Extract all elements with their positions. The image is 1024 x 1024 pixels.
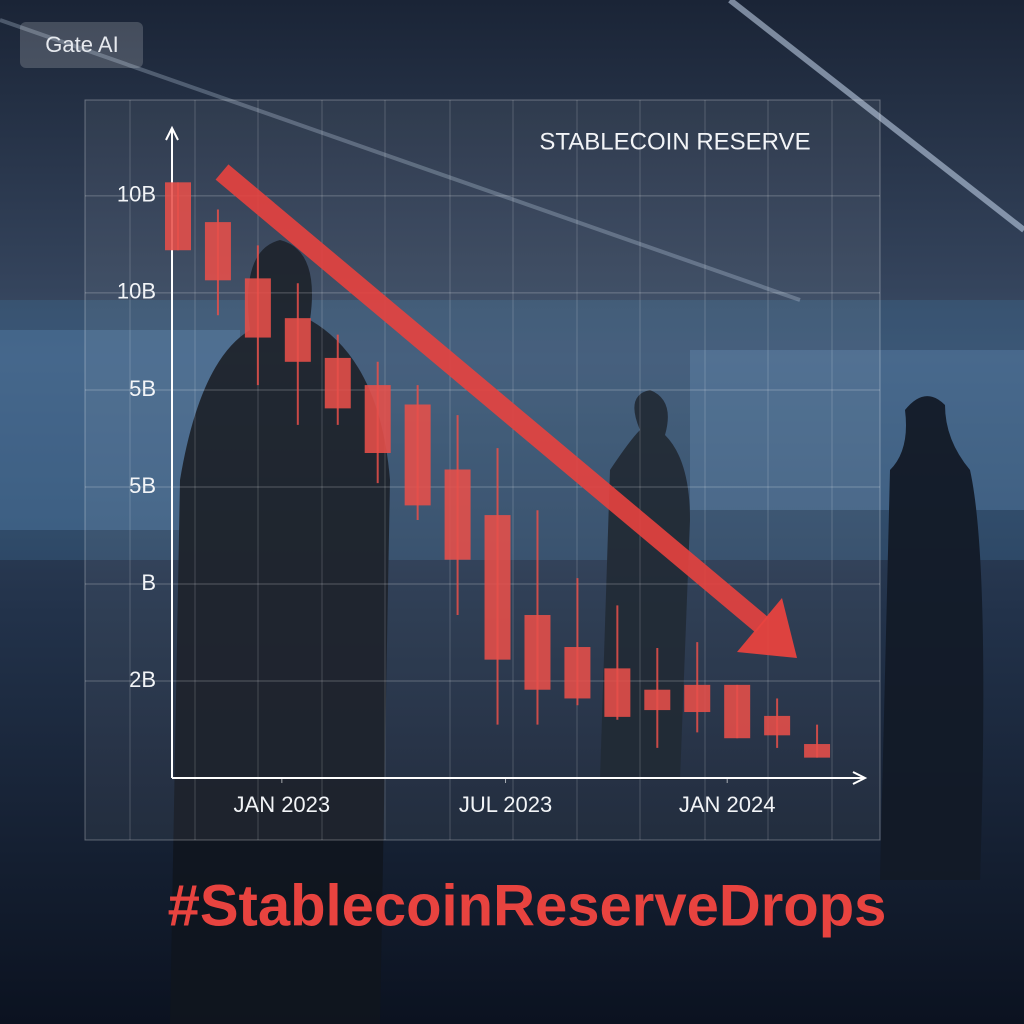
y-tick-label: 10B <box>117 182 156 207</box>
candle-body <box>684 684 711 713</box>
candle-body <box>564 647 591 699</box>
y-tick-label: 2B <box>129 667 156 692</box>
y-tick-label: 10B <box>117 279 156 304</box>
chart-title: STABLECOIN RESERVE <box>539 128 810 155</box>
chart-panel <box>84 99 881 841</box>
candle-body <box>444 469 471 560</box>
x-tick-label: JAN 2024 <box>679 792 776 817</box>
plot: 2B B 5B 5B 10B 10B JAN 2023 JUL 2023 JAN 2024 <box>85 125 880 817</box>
candle-body <box>484 515 511 660</box>
y-tick-label: 5B <box>129 473 156 498</box>
trend-arrow-shaft <box>215 164 769 633</box>
x-tick-label: JUL 2023 <box>459 792 552 817</box>
candle-body <box>724 684 751 739</box>
candle-body <box>604 668 631 717</box>
candle-body <box>204 222 231 281</box>
y-axis-arrow <box>165 125 179 141</box>
watermark: Gate AI <box>45 32 118 57</box>
trend-arrow-head <box>737 598 797 658</box>
watermark-badge <box>20 22 143 68</box>
candle-body <box>804 744 831 758</box>
candle-body <box>244 278 271 338</box>
candle-body <box>524 615 551 690</box>
candle-body <box>364 385 391 453</box>
candle-body <box>644 689 671 711</box>
candle-body <box>164 182 191 251</box>
candle-body <box>404 404 431 506</box>
candle-body <box>284 318 311 362</box>
candle-body <box>324 357 351 409</box>
y-tick-label: B <box>141 570 156 595</box>
x-tick-label: JAN 2023 <box>234 792 331 817</box>
candle-body <box>764 715 791 736</box>
y-tick-label: 5B <box>129 376 156 401</box>
x-axis-arrow <box>852 771 868 785</box>
hashtag: #StablecoinReserveDrops <box>168 873 887 938</box>
